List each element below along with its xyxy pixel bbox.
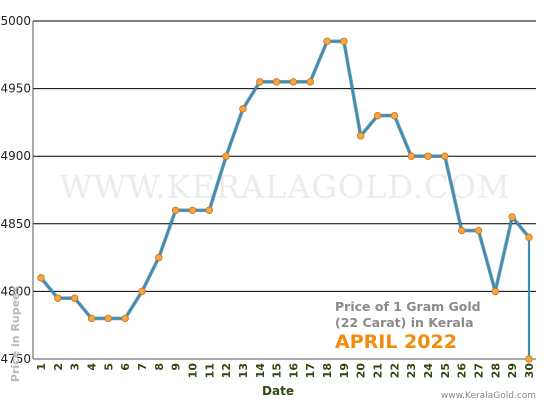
x-tick-label: 2 xyxy=(52,363,65,371)
data-point xyxy=(340,37,348,45)
x-tick-label: 1 xyxy=(35,363,48,371)
data-point xyxy=(171,206,180,214)
x-tick-label: 7 xyxy=(136,363,149,371)
data-point xyxy=(70,294,79,302)
y-tick-label: 4900 xyxy=(0,149,31,163)
data-point xyxy=(222,152,230,160)
y-tick-labels: 4750 4800 4850 4900 4950 5000 xyxy=(0,14,31,366)
data-points xyxy=(37,37,533,363)
chart-subtitle: (22 Carat) in Kerala xyxy=(335,315,474,330)
x-tick-label: 28 xyxy=(489,363,502,378)
x-tick-label: 22 xyxy=(388,363,401,378)
data-point xyxy=(256,78,264,86)
x-tick-label: 20 xyxy=(355,363,368,379)
x-tick-label: 29 xyxy=(506,363,519,378)
data-point xyxy=(508,213,516,221)
x-tick-labels: 1 2 3 4 5 6 7 8 9 10 11 12 13 14 15 16 17 18 19 20 21 22 23 24 2… xyxy=(35,363,536,379)
data-point xyxy=(357,132,365,140)
x-tick-label: 17 xyxy=(304,363,317,378)
x-tick-label: 6 xyxy=(119,363,132,371)
x-tick-label: 26 xyxy=(456,363,469,379)
y-tick-label: 4800 xyxy=(0,284,31,298)
x-tick-label: 13 xyxy=(237,363,250,378)
x-tick-label: 12 xyxy=(220,363,233,378)
x-tick-label: 30 xyxy=(523,363,536,379)
x-tick-label: 4 xyxy=(85,363,98,371)
footer-url: www.KeralaGold.com xyxy=(441,391,536,400)
x-tick-label: 16 xyxy=(287,363,300,379)
x-tick-label: 8 xyxy=(153,363,166,371)
x-tick-label: 27 xyxy=(473,363,486,378)
data-point xyxy=(188,206,197,214)
y-tick-label: 4950 xyxy=(0,82,31,96)
x-tick-label: 24 xyxy=(422,363,435,379)
data-point-end xyxy=(525,355,533,363)
data-point xyxy=(239,105,247,113)
x-tick-label: 14 xyxy=(254,363,267,379)
data-point xyxy=(457,226,466,235)
data-point xyxy=(205,206,213,214)
y-tick-label: 5000 xyxy=(0,14,31,28)
data-point xyxy=(525,233,533,242)
data-point xyxy=(373,111,382,120)
data-point xyxy=(54,294,62,302)
data-point xyxy=(87,314,96,323)
x-tick-label: 21 xyxy=(372,363,385,378)
x-tick-label: 19 xyxy=(338,363,351,378)
data-point xyxy=(272,78,281,86)
grid-lines xyxy=(33,20,536,292)
data-point xyxy=(121,314,129,323)
data-point xyxy=(407,152,415,160)
axes xyxy=(32,21,536,360)
y-axis-label: Price in Rupees xyxy=(9,285,22,382)
chart-title: Price of 1 Gram Gold xyxy=(335,299,481,314)
data-point xyxy=(138,287,146,296)
data-point xyxy=(37,274,45,282)
x-tick-label: 5 xyxy=(102,363,115,371)
data-point xyxy=(474,226,483,235)
x-tick-label: 23 xyxy=(405,363,418,378)
y-tick-label: 4750 xyxy=(0,352,31,366)
chart-period: APRIL 2022 xyxy=(335,331,457,353)
watermark-text: WWW.KERALAGOLD.COM xyxy=(59,168,510,206)
data-point xyxy=(390,111,399,120)
x-tick-label: 11 xyxy=(203,363,216,378)
data-point xyxy=(491,287,500,296)
data-point xyxy=(441,152,449,160)
x-tick-label: 10 xyxy=(186,363,199,379)
x-axis-label: Date xyxy=(262,384,294,398)
data-point xyxy=(104,314,113,323)
x-tick-label: 9 xyxy=(170,363,183,371)
data-point xyxy=(289,78,298,86)
x-tick-label: 3 xyxy=(69,363,82,371)
x-tick-label: 18 xyxy=(321,363,334,378)
data-point xyxy=(424,152,432,160)
x-tick-label: 15 xyxy=(271,363,284,378)
data-point xyxy=(155,253,163,262)
x-tick-label: 25 xyxy=(439,363,452,378)
data-point xyxy=(306,78,314,86)
y-tick-label: 4850 xyxy=(0,217,31,231)
data-point xyxy=(323,37,331,45)
